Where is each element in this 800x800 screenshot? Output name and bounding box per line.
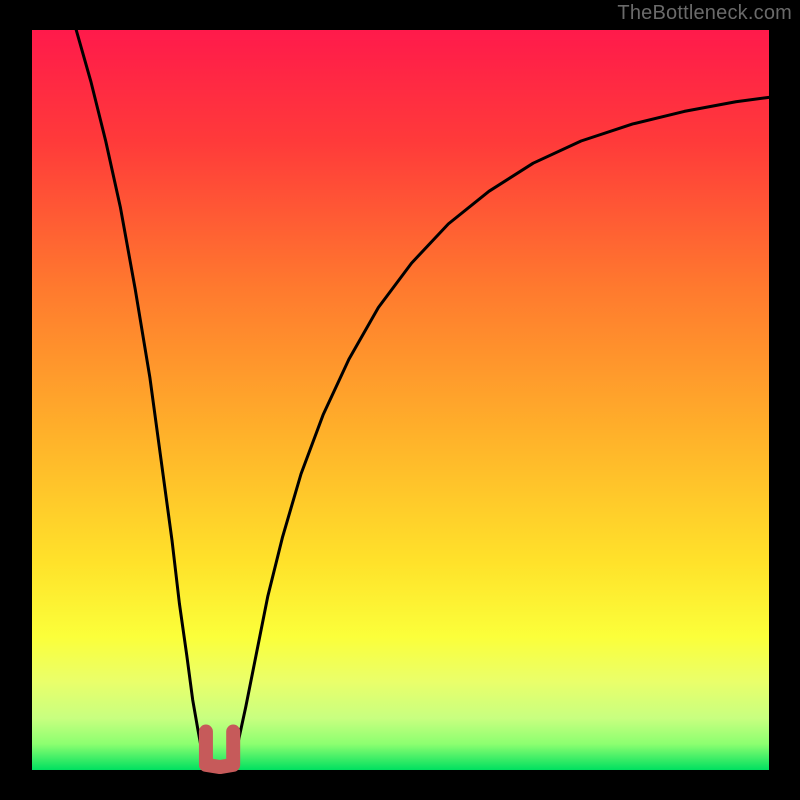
plot-background [32, 30, 769, 770]
chart-frame: TheBottleneck.com [0, 0, 800, 800]
watermark-text: TheBottleneck.com [617, 2, 792, 25]
